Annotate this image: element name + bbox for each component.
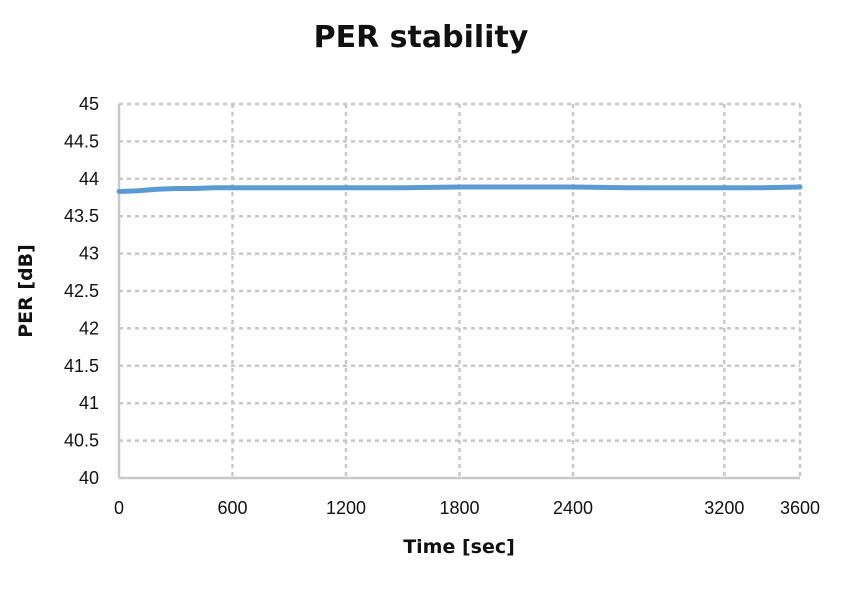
y-tick-label: 40.5: [64, 431, 99, 451]
y-tick-label: 43.5: [64, 206, 99, 226]
x-tick-label: 3600: [780, 498, 820, 518]
y-axis-title: PER [dB]: [15, 244, 37, 338]
y-tick-label: 40: [79, 468, 99, 488]
x-tick-label: 2400: [553, 498, 593, 518]
x-tick-label: 0: [114, 498, 124, 518]
plot-area-border: [117, 104, 800, 480]
series-layer: [116, 184, 803, 194]
x-tick-label: 600: [217, 498, 247, 518]
grid: [119, 102, 802, 478]
x-tick-label: 1200: [326, 498, 366, 518]
chart-title: PER stability: [314, 20, 529, 55]
y-tick-label: 42: [79, 318, 99, 338]
y-tick-label: 43: [79, 244, 99, 264]
x-axis-title: Time [sec]: [403, 536, 515, 558]
x-axis-tick-labels: 0 600 1200 1800 2400 3200 3600: [114, 498, 820, 518]
y-tick-label: 45: [79, 94, 99, 114]
x-tick-label: 1800: [439, 498, 479, 518]
x-tick-label: 3200: [704, 498, 744, 518]
y-tick-label: 42.5: [64, 281, 99, 301]
y-tick-label: 41: [79, 393, 99, 413]
y-tick-label: 44.5: [64, 131, 99, 151]
y-axis-tick-labels: 40 40.5 41 41.5 42 42.5 43 43.5 44 44.5 45: [64, 94, 99, 488]
series-line: [116, 184, 803, 194]
y-tick-label: 41.5: [64, 356, 99, 376]
y-tick-label: 44: [79, 169, 99, 189]
